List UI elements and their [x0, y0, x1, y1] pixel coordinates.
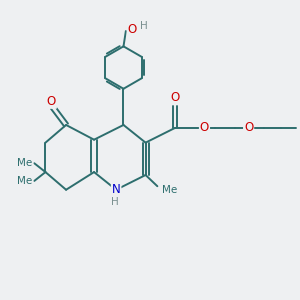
Text: O: O [47, 95, 56, 108]
Text: N: N [112, 183, 121, 196]
Text: O: O [200, 122, 209, 134]
Text: O: O [170, 92, 180, 104]
Text: O: O [244, 122, 253, 134]
Text: H: H [140, 21, 147, 31]
Text: Me: Me [17, 176, 32, 186]
Text: Me: Me [17, 158, 32, 168]
Text: Me: Me [162, 185, 177, 195]
Text: O: O [128, 23, 137, 36]
Text: H: H [111, 197, 119, 207]
